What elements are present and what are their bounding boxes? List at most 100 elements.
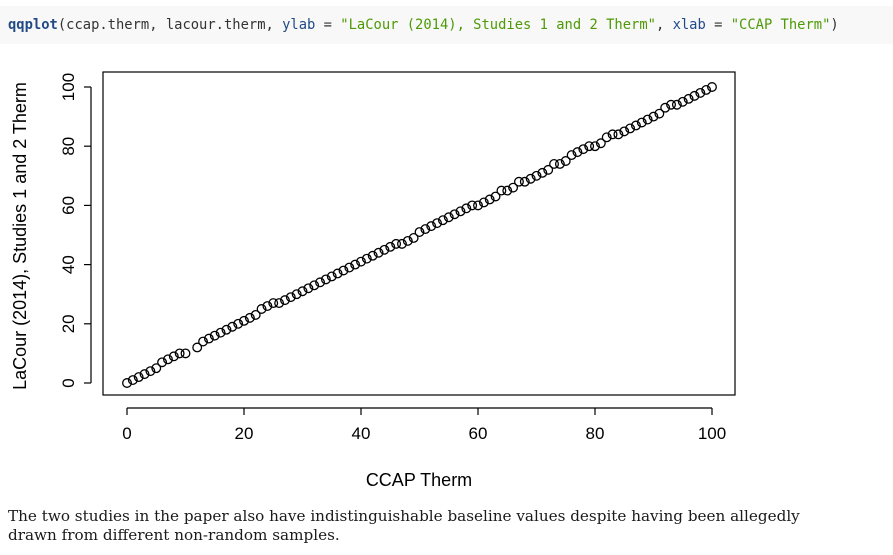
data-point <box>508 182 519 193</box>
code-function: qqplot <box>8 17 58 33</box>
x-tick-label: 40 <box>352 424 371 443</box>
data-point <box>151 363 162 374</box>
data-point <box>162 354 173 365</box>
data-point <box>239 315 249 326</box>
data-point <box>666 99 677 110</box>
data-point <box>320 274 331 285</box>
data-point <box>677 96 688 107</box>
data-point <box>356 256 366 267</box>
data-point <box>180 348 191 359</box>
code-args: (ccap.therm, lacour.therm, <box>57 17 283 33</box>
data-point <box>636 117 647 128</box>
data-point <box>461 203 472 214</box>
data-point <box>443 212 454 223</box>
x-tick-label: 100 <box>698 424 726 443</box>
data-point <box>350 259 361 270</box>
data-point <box>379 244 390 255</box>
x-tick-label: 80 <box>586 424 605 443</box>
data-point <box>525 173 536 184</box>
x-tick-label: 60 <box>469 424 488 443</box>
data-point <box>326 271 337 282</box>
data-point <box>654 108 665 119</box>
y-tick-label: 100 <box>59 73 78 101</box>
data-point <box>601 132 612 143</box>
data-point <box>203 333 214 344</box>
data-point <box>139 369 150 380</box>
data-point <box>256 304 267 314</box>
data-point <box>531 170 542 181</box>
data-point <box>490 191 501 202</box>
code-close: ) <box>830 17 839 33</box>
data-point <box>701 85 712 95</box>
data-point <box>707 82 717 92</box>
data-point <box>315 277 326 288</box>
data-point <box>437 215 448 226</box>
data-point <box>157 357 168 368</box>
data-point <box>426 221 437 232</box>
data-point <box>373 247 384 258</box>
code-xlab-value: "CCAP Therm" <box>730 17 831 33</box>
data-point <box>397 238 407 249</box>
data-point <box>478 197 489 208</box>
data-point <box>145 366 156 377</box>
data-point <box>414 227 425 237</box>
data-point <box>280 295 290 306</box>
data-point <box>344 262 355 273</box>
x-axis-label: CCAP Therm <box>366 470 472 490</box>
data-point <box>584 141 595 152</box>
data-point <box>467 200 478 211</box>
data-point <box>449 209 460 220</box>
data-point <box>613 129 624 140</box>
data-point <box>221 324 232 335</box>
data-point <box>233 318 244 329</box>
y-tick-label: 60 <box>59 196 78 215</box>
code-equals: = <box>705 17 731 33</box>
x-tick-label: 0 <box>122 424 131 443</box>
data-point <box>631 120 641 131</box>
data-point <box>590 141 600 152</box>
data-point <box>537 167 548 178</box>
code-xlab-key: xlab <box>672 17 706 33</box>
data-point <box>484 194 495 205</box>
data-point <box>519 176 530 187</box>
code-line: qqplot(ccap.therm, lacour.therm, ylab = … <box>0 6 893 44</box>
data-point <box>227 321 238 332</box>
data-point <box>274 298 285 309</box>
data-point <box>549 159 560 169</box>
y-tick-label: 40 <box>59 255 78 274</box>
code-separator: , <box>655 17 673 33</box>
data-point <box>250 309 261 320</box>
data-point <box>192 342 203 353</box>
data-point <box>683 93 694 104</box>
data-point <box>198 336 209 347</box>
data-point <box>502 185 513 196</box>
data-point <box>122 378 132 388</box>
data-point <box>660 102 671 113</box>
data-point <box>309 280 320 291</box>
data-point <box>560 156 571 166</box>
data-point <box>408 233 419 243</box>
data-point <box>619 126 630 137</box>
data-point <box>432 218 443 229</box>
data-point <box>402 235 413 246</box>
data-point <box>174 348 185 359</box>
code-ylab-value: "LaCour (2014), Studies 1 and 2 Therm" <box>340 17 656 33</box>
data-point <box>332 268 343 279</box>
data-point <box>262 301 273 311</box>
data-point <box>303 283 314 294</box>
y-tick-label: 20 <box>59 314 78 333</box>
plot-frame <box>102 71 736 396</box>
data-point <box>496 185 507 196</box>
data-point <box>572 147 583 158</box>
data-point <box>648 111 659 122</box>
data-point <box>578 144 589 155</box>
data-point <box>133 372 144 383</box>
data-point <box>695 87 706 98</box>
x-tick-label: 20 <box>235 424 254 443</box>
data-point <box>455 206 466 217</box>
code-ylab-key: ylab <box>282 17 316 33</box>
data-point <box>595 138 606 149</box>
data-point <box>420 224 431 235</box>
y-axis-label: LaCour (2014), Studies 1 and 2 Therm <box>10 82 30 390</box>
code-equals: = <box>315 17 341 33</box>
